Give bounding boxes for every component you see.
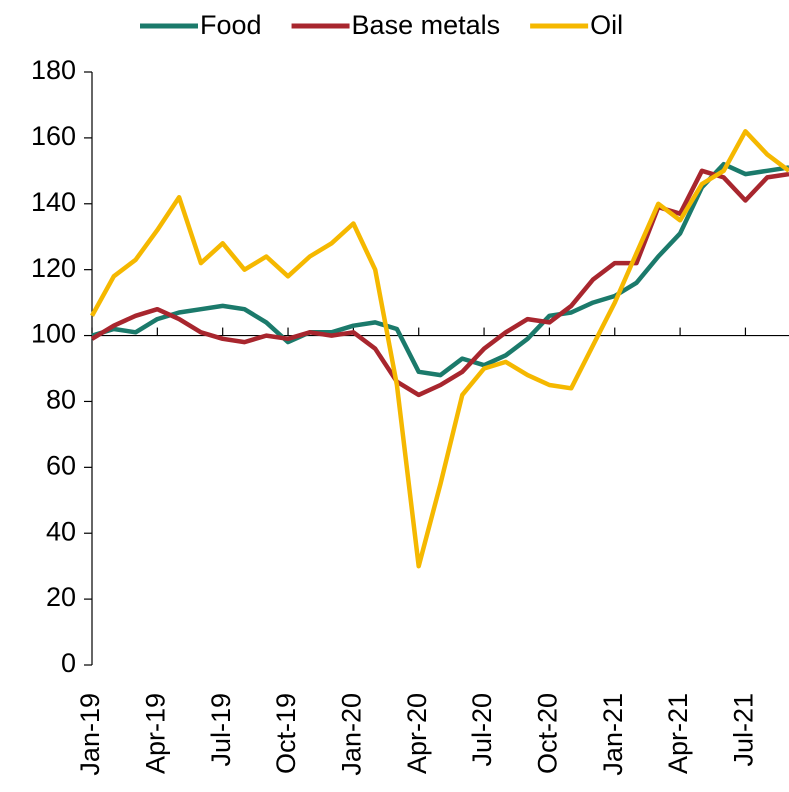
y-tick-label: 60 xyxy=(46,450,76,480)
series-line xyxy=(90,168,789,398)
y-tick-label: 140 xyxy=(31,187,76,217)
legend-label: Food xyxy=(200,10,262,40)
x-tick-label: Jan-21 xyxy=(598,693,628,776)
y-tick-label: 160 xyxy=(31,121,76,151)
legend-label: Base metals xyxy=(352,10,501,40)
x-tick-label: Jul-21 xyxy=(729,693,759,767)
x-tick-label: Oct-19 xyxy=(271,693,301,774)
x-tick-label: Jan-20 xyxy=(337,693,367,776)
y-tick-label: 180 xyxy=(31,55,76,85)
y-tick-label: 100 xyxy=(31,319,76,349)
series-line xyxy=(91,161,789,378)
y-tick-label: 0 xyxy=(61,648,76,678)
x-tick-label: Jul-19 xyxy=(206,693,236,767)
x-tick-label: Oct-20 xyxy=(533,693,563,774)
y-tick-label: 120 xyxy=(31,253,76,283)
x-tick-label: Jul-20 xyxy=(467,693,497,767)
x-tick-label: Apr-21 xyxy=(663,693,693,774)
x-tick-label: Apr-20 xyxy=(402,693,432,774)
legend-label: Oil xyxy=(590,10,623,40)
y-tick-label: 80 xyxy=(46,385,76,415)
series-line xyxy=(90,129,789,569)
x-tick-label: Apr-19 xyxy=(140,693,170,774)
y-tick-label: 20 xyxy=(46,582,76,612)
x-tick-label: Jan-19 xyxy=(75,693,105,776)
y-tick-label: 40 xyxy=(46,516,76,546)
